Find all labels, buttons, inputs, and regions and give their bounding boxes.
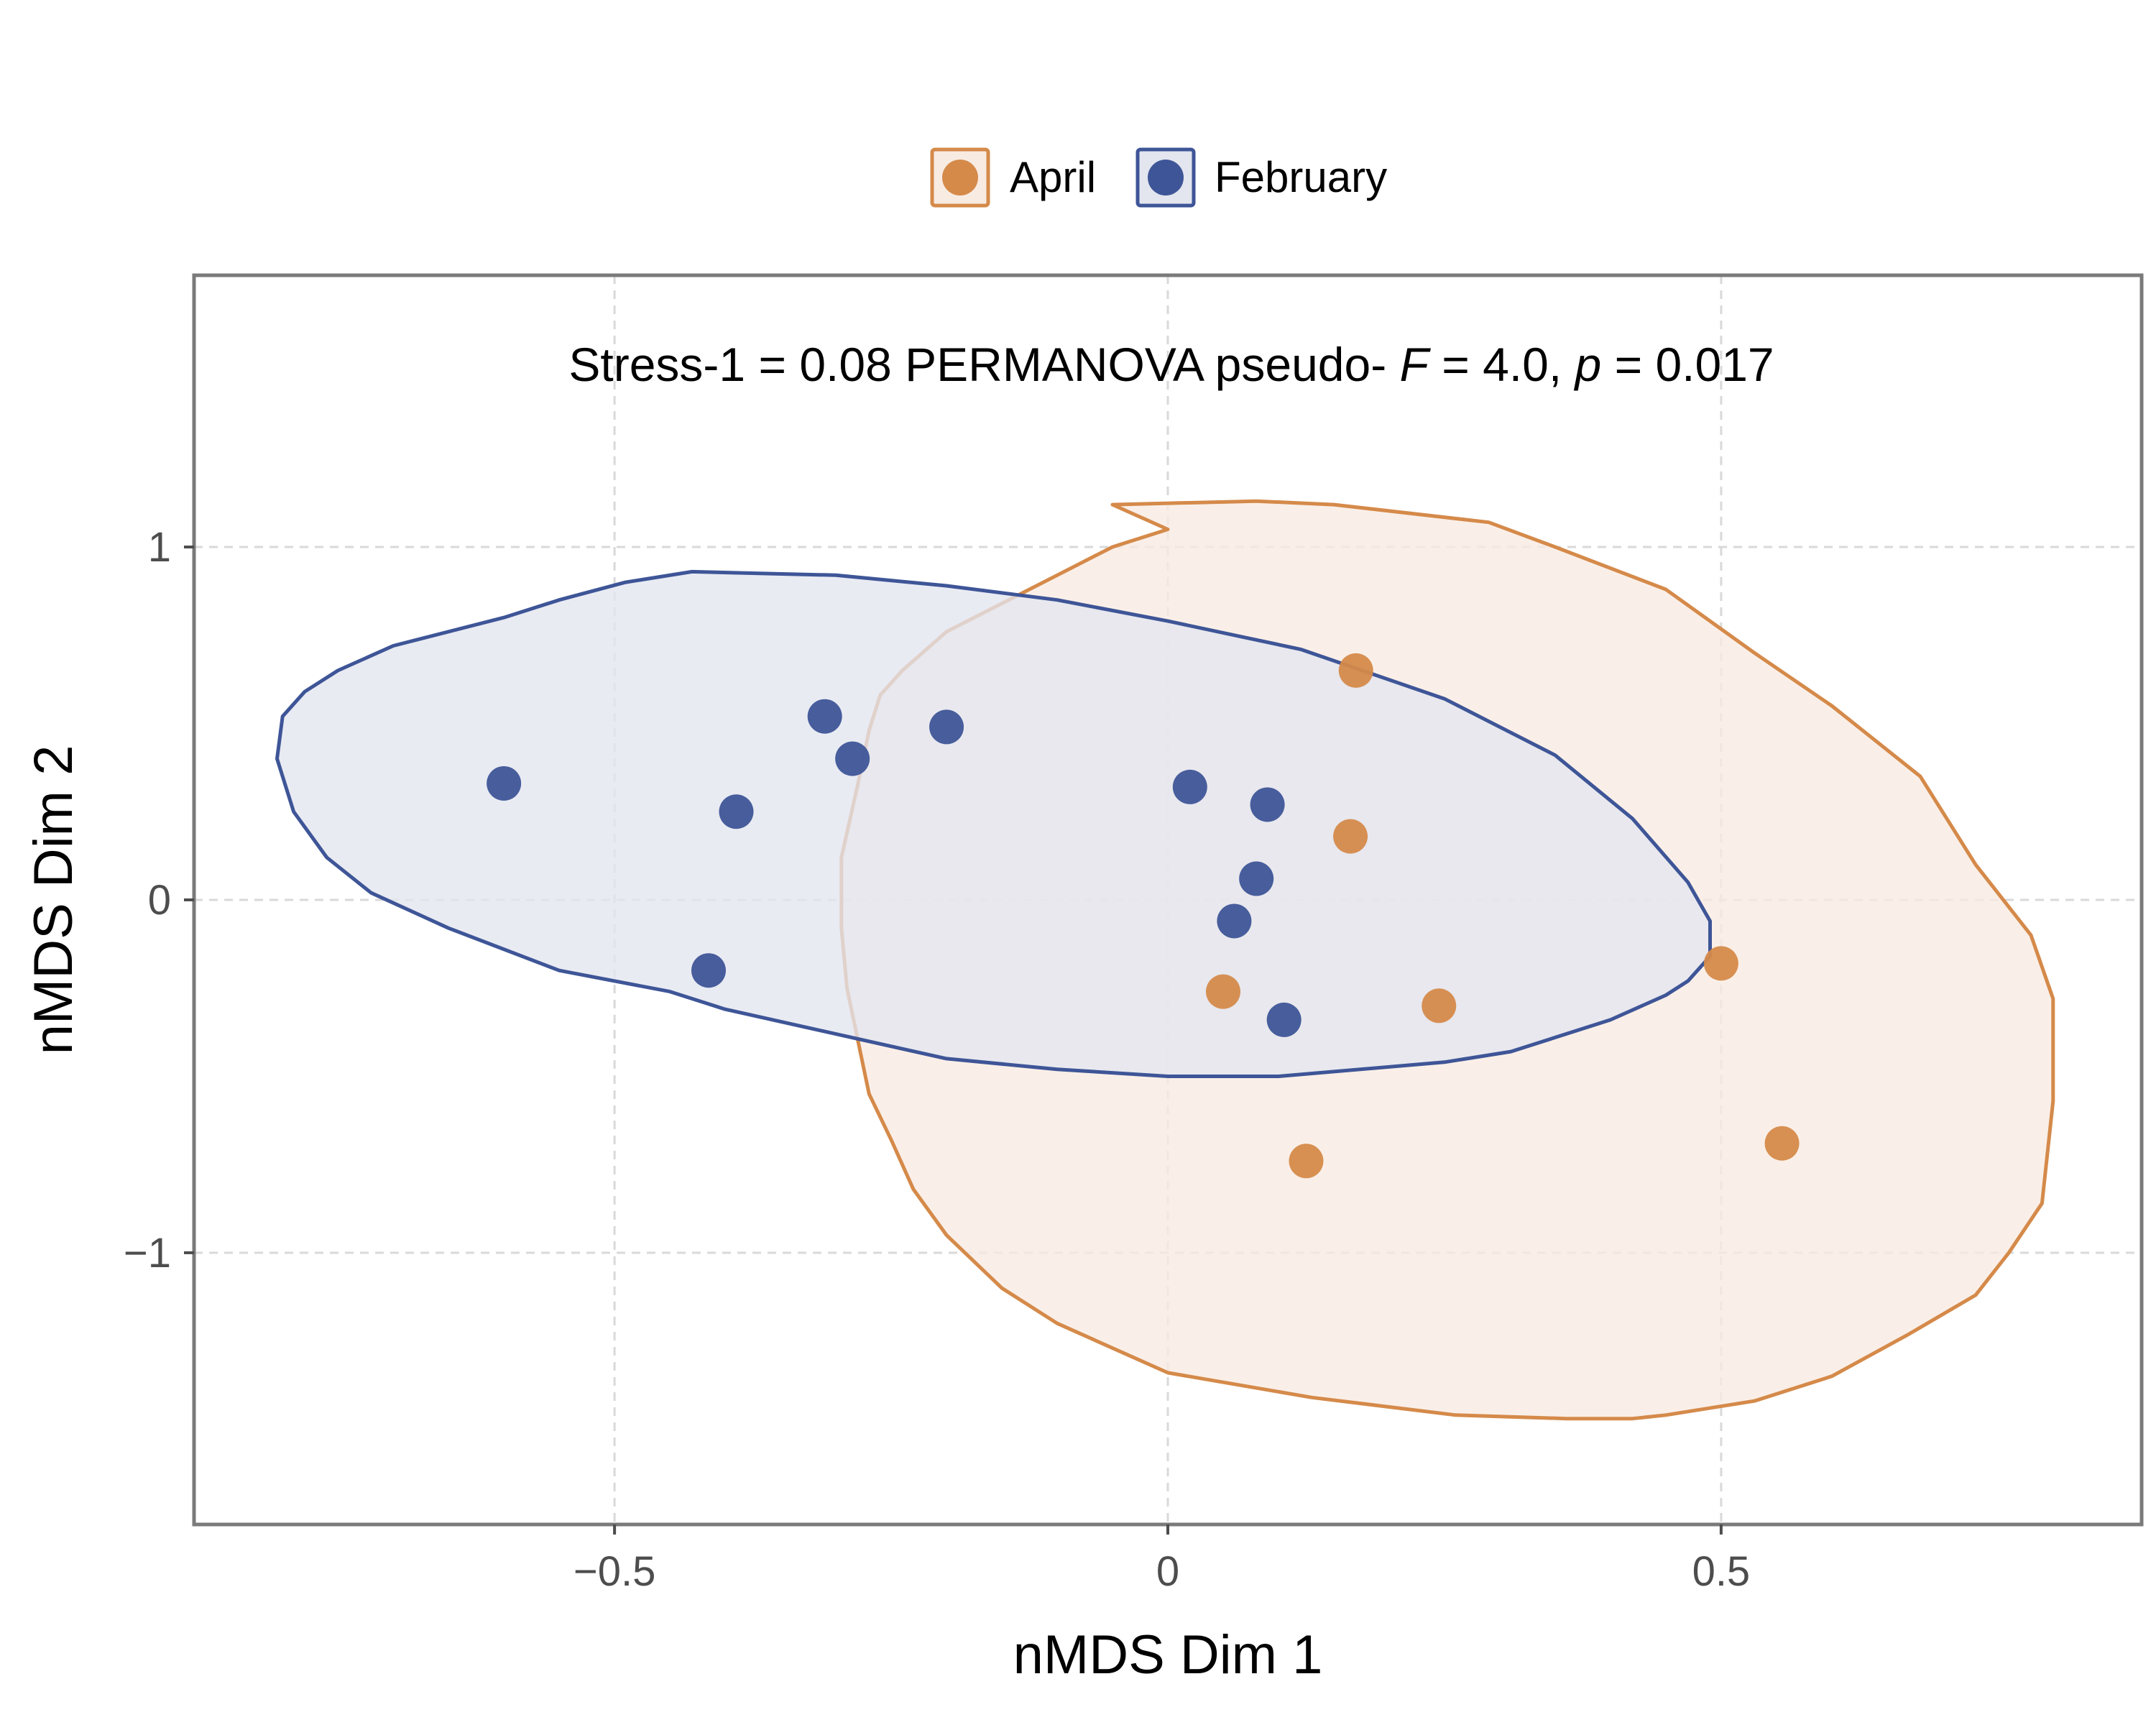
legend: April February: [930, 147, 1387, 208]
plot-panel: Stress-1 = 0.08 PERMANOVA pseudo- F = 4.…: [192, 273, 2144, 1527]
axes: −0.5 0 0.5 −1 0 1: [124, 524, 1750, 1595]
x-tick-label-1: 0: [1156, 1548, 1179, 1595]
y-tick-label-2: 1: [148, 524, 171, 571]
x-tick-label-0: −0.5: [573, 1548, 656, 1595]
point-april-6: [1764, 1126, 1800, 1161]
data-points: [487, 653, 1800, 1179]
y-tick-label-0: −1: [124, 1230, 171, 1276]
point-february-7: [1250, 787, 1285, 822]
point-april-1: [1338, 653, 1373, 688]
x-axis-title: nMDS Dim 1: [1013, 1624, 1323, 1685]
point-february-6: [1172, 769, 1207, 804]
point-april-2: [1333, 819, 1368, 854]
y-tick-label-1: 0: [148, 877, 171, 924]
point-april-4: [1422, 988, 1457, 1024]
p-symbol: p: [1574, 338, 1602, 391]
p-value: = 0.017: [1615, 338, 1774, 391]
point-february-3: [807, 699, 842, 734]
legend-item-february: February: [1135, 147, 1387, 208]
f-symbol: F: [1400, 338, 1432, 391]
f-value: = 4.0,: [1442, 338, 1575, 391]
point-february-4: [835, 741, 870, 776]
stats-annotation: Stress-1 = 0.08 PERMANOVA pseudo- F = 4.…: [568, 338, 1774, 391]
point-april-7: [1289, 1144, 1324, 1179]
point-february-9: [1217, 903, 1252, 939]
confidence-ellipses: [275, 499, 2055, 1421]
permanova-prefix: PERMANOVA pseudo-: [905, 338, 1386, 391]
point-february-11: [1266, 1002, 1302, 1037]
point-february-8: [1239, 861, 1274, 896]
point-february-1: [487, 765, 522, 801]
ellipse-february: [275, 569, 1712, 1078]
point-february-2: [719, 794, 754, 829]
point-april-5: [1703, 946, 1738, 981]
point-february-10: [691, 953, 726, 988]
legend-item-april: April: [930, 147, 1096, 208]
legend-label-april: April: [1010, 153, 1096, 201]
legend-label-february: February: [1215, 153, 1387, 201]
legend-marker-april: [942, 160, 978, 196]
stress-text: Stress-1 = 0.08: [568, 338, 891, 391]
legend-marker-february: [1148, 160, 1184, 196]
y-axis-title: nMDS Dim 2: [23, 745, 84, 1055]
point-february-5: [929, 709, 964, 745]
point-april-3: [1205, 974, 1240, 1009]
x-tick-label-2: 0.5: [1692, 1548, 1751, 1595]
